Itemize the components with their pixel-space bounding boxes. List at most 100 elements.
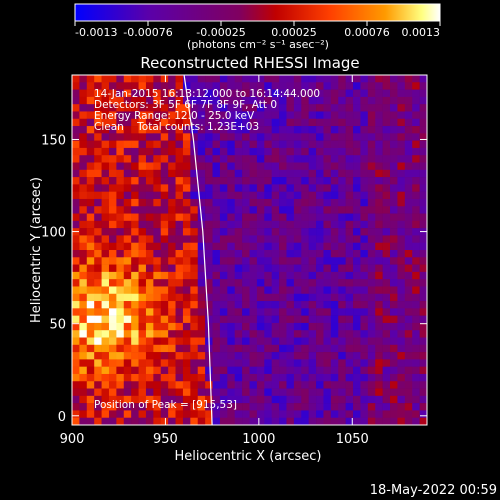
- heatmap-cell: [271, 293, 280, 302]
- heatmap-cell: [182, 206, 191, 214]
- heatmap-cell: [330, 126, 339, 134]
- heatmap-cell: [375, 177, 383, 185]
- heatmap-cell: [301, 198, 309, 207]
- heatmap-cell: [116, 271, 125, 280]
- heatmap-cell: [108, 417, 117, 426]
- heatmap-cell: [382, 271, 391, 280]
- heatmap-cell: [286, 271, 295, 280]
- heatmap-cell: [301, 381, 309, 389]
- heatmap-cell: [227, 315, 236, 324]
- heatmap-cell: [242, 264, 250, 273]
- heatmap-cell: [360, 279, 369, 287]
- heatmap-cell: [338, 373, 346, 382]
- heatmap-cell: [212, 235, 221, 244]
- heatmap-cell: [390, 337, 398, 346]
- heatmap-cell: [412, 250, 420, 258]
- heatmap-cell: [86, 373, 95, 382]
- heatmap-cell: [390, 250, 398, 258]
- heatmap-cell: [190, 242, 199, 251]
- heatmap-cell: [182, 293, 191, 302]
- heatmap-cell: [94, 395, 102, 404]
- heatmap-cell: [212, 104, 221, 112]
- heatmap-cell: [79, 352, 88, 360]
- heatmap-cell: [353, 257, 361, 265]
- heatmap-cell: [145, 220, 154, 229]
- heatmap-cell: [116, 301, 125, 309]
- heatmap-cell: [153, 344, 162, 353]
- heatmap-cell: [145, 264, 154, 273]
- heatmap-cell: [205, 82, 213, 90]
- heatmap-cell: [330, 381, 339, 389]
- heatmap-cell: [182, 235, 191, 244]
- heatmap-cell: [138, 198, 147, 207]
- heatmap-cell: [375, 293, 383, 302]
- heatmap-cell: [160, 206, 169, 214]
- heatmap-cell: [397, 111, 406, 120]
- heatmap-cell: [242, 155, 250, 163]
- heatmap-cell: [138, 417, 147, 426]
- heatmap-cell: [72, 257, 80, 265]
- heatmap-cell: [123, 75, 132, 83]
- heatmap-cell: [205, 198, 213, 207]
- heatmap-cell: [286, 330, 295, 338]
- heatmap-cell: [419, 235, 428, 244]
- heatmap-cell: [116, 279, 125, 287]
- heatmap-cell: [264, 206, 272, 214]
- heatmap-cell: [212, 155, 221, 163]
- heatmap-cell: [72, 198, 80, 207]
- heatmap-cell: [419, 169, 428, 178]
- heatmap-cell: [338, 82, 346, 90]
- heatmap-cell: [330, 228, 339, 236]
- heatmap-cell: [338, 206, 346, 214]
- heatmap-cell: [205, 118, 213, 127]
- heatmap-cell: [123, 155, 132, 163]
- heatmap-cell: [353, 96, 361, 105]
- heatmap-cell: [308, 337, 317, 346]
- heatmap-cell: [316, 162, 324, 171]
- heatmap-cell: [153, 293, 162, 302]
- heatmap-cell: [256, 75, 265, 83]
- heatmap-cell: [264, 301, 272, 309]
- heatmap-cell: [86, 126, 95, 134]
- heatmap-cell: [404, 344, 413, 353]
- heatmap-cell: [353, 162, 361, 171]
- heatmap-cell: [286, 75, 295, 83]
- heatmap-cell: [338, 395, 346, 404]
- heatmap-cell: [145, 257, 154, 265]
- heatmap-cell: [116, 359, 125, 367]
- heatmap-cell: [116, 250, 125, 258]
- heatmap-cell: [279, 322, 287, 331]
- heatmap-cell: [390, 118, 398, 127]
- heatmap-cell: [345, 322, 354, 331]
- heatmap-cell: [375, 220, 383, 229]
- heatmap-cell: [227, 373, 236, 382]
- heatmap-cell: [404, 417, 413, 426]
- heatmap-cell: [323, 337, 332, 346]
- heatmap-cell: [160, 264, 169, 273]
- heatmap-cell: [390, 198, 398, 207]
- heatmap-cell: [367, 373, 376, 382]
- heatmap-cell: [353, 337, 361, 346]
- heatmap-cell: [153, 162, 162, 171]
- heatmap-cell: [419, 286, 428, 295]
- heatmap-cell: [330, 301, 339, 309]
- heatmap-cell: [367, 250, 376, 258]
- heatmap-cell: [160, 373, 169, 382]
- heatmap-cell: [249, 198, 258, 207]
- heatmap-cell: [242, 301, 250, 309]
- heatmap-cell: [256, 220, 265, 229]
- heatmap-cell: [212, 169, 221, 178]
- heatmap-cell: [412, 111, 420, 120]
- heatmap-cell: [234, 177, 243, 185]
- heatmap-cell: [101, 279, 110, 287]
- heatmap-cell: [145, 250, 154, 258]
- heatmap-cell: [205, 264, 213, 273]
- heatmap-cell: [138, 344, 147, 353]
- heatmap-cell: [360, 403, 369, 411]
- heatmap-cell: [404, 89, 413, 98]
- heatmap-cell: [404, 359, 413, 367]
- heatmap-cell: [323, 140, 332, 149]
- heatmap-cell: [227, 293, 236, 302]
- heatmap-cell: [249, 366, 258, 375]
- heatmap-cell: [234, 257, 243, 265]
